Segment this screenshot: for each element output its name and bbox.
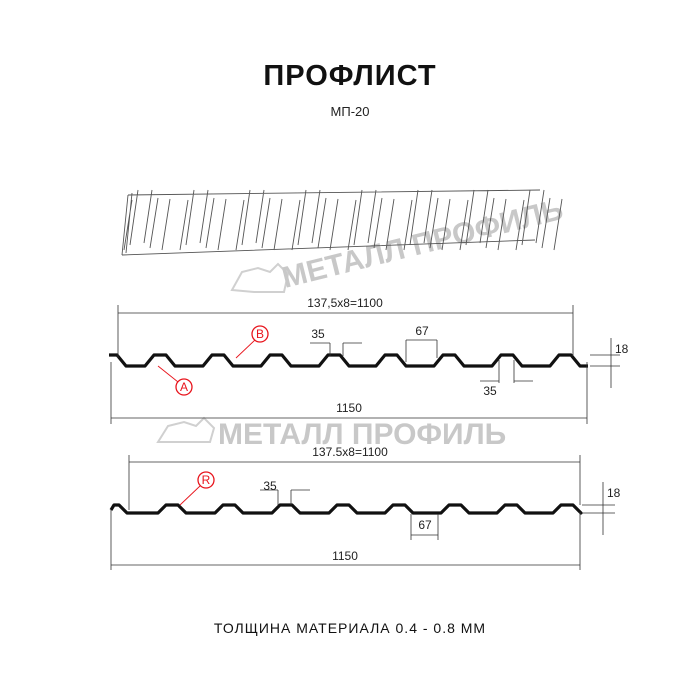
marker-b: B (235, 325, 269, 359)
profile-ab-top-rib: 35 (311, 327, 325, 341)
svg-text:A: A (180, 380, 188, 394)
material-thickness: ТОЛЩИНА МАТЕРИАЛА 0.4 - 0.8 ММ (213, 620, 487, 636)
profile-ab: 137,5x8=1100 1150 35 67 35 18 A B (109, 296, 629, 424)
profile-ab-outline (109, 353, 588, 368)
svg-text:B: B (256, 327, 264, 341)
svg-text:R: R (202, 473, 211, 487)
profile-ab-width-label: 137,5x8=1100 (307, 296, 383, 310)
watermark-1: МЕТАЛЛ ПРОФИЛЬ (230, 193, 566, 295)
profile-r-height: 18 (607, 486, 621, 500)
profile-ab-height: 18 (615, 342, 629, 356)
marker-r: R (179, 471, 215, 506)
svg-text:МЕТАЛЛ ПРОФИЛЬ: МЕТАЛЛ ПРОФИЛЬ (218, 418, 506, 451)
profile-r-width-label: 137.5x8=1100 (312, 445, 388, 459)
page-subtitle: МП-20 (330, 104, 370, 119)
profile-r: 137.5x8=1100 1150 35 67 18 R (109, 445, 621, 570)
sheet-3d-view (121, 189, 563, 256)
profile-ab-rib-pitch: 67 (415, 324, 429, 338)
profile-r-outline (109, 503, 583, 515)
page-title: ПРОФЛИСТ (263, 60, 437, 92)
profile-r-total-label: 1150 (332, 549, 358, 563)
profile-ab-bottom-rib: 35 (483, 384, 497, 398)
profile-ab-total-label: 1150 (336, 401, 362, 415)
sheet-3d-lines (121, 189, 563, 256)
profile-r-top-rib: 35 (263, 479, 277, 493)
watermark-2: МЕТАЛЛ ПРОФИЛЬ (156, 416, 506, 451)
profile-r-rib-pitch: 67 (418, 518, 432, 532)
marker-a: A (157, 365, 193, 396)
